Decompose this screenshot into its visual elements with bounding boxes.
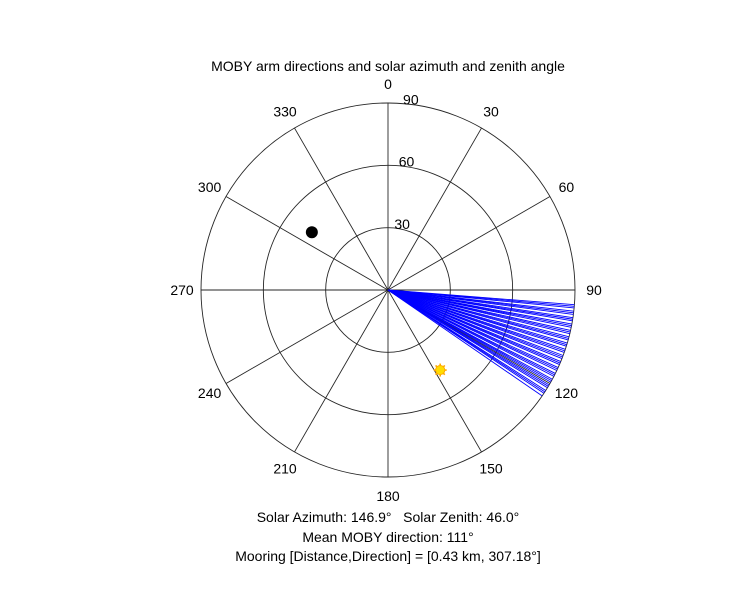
moby-arm-line	[387, 289, 571, 333]
moby-arm-line	[387, 289, 555, 376]
angle-tick-label: 120	[555, 385, 579, 401]
mooring-marker	[305, 226, 318, 239]
radial-tick-label: 90	[403, 91, 419, 107]
moby-arm-line	[387, 289, 575, 307]
mean-moby-direction-text: Mean MOBY direction: 111°	[302, 529, 473, 545]
moby-arm-line	[387, 289, 574, 314]
moby-arm-line	[387, 289, 546, 393]
range-ring	[262, 164, 514, 416]
range-ring	[325, 227, 451, 353]
moby-arm-line	[387, 289, 565, 352]
radial-tick-label: 30	[394, 216, 410, 232]
radial-tick-label: 60	[399, 154, 415, 170]
angle-tick-label: 90	[586, 282, 602, 298]
angle-tick-label: 150	[479, 460, 503, 476]
mooring-info-text: Mooring [Distance,Direction] = [0.43 km,…	[235, 548, 541, 564]
moby-arm-line	[387, 289, 567, 346]
moby-arm-line	[387, 289, 563, 358]
angle-tick-labels: 0 30 60 90 120 150 180 210 240 270 300 330	[170, 76, 602, 504]
sun-marker	[433, 363, 447, 377]
angle-tick-label: 300	[198, 179, 222, 195]
angle-tick-label: 270	[170, 282, 194, 298]
moby-arm-line	[387, 289, 558, 370]
range-ring	[200, 102, 576, 478]
moby-arm-line	[387, 289, 543, 397]
moby-arm-line	[387, 289, 572, 327]
moby-arm-line	[387, 289, 549, 387]
solar-info-text: Solar Azimuth: 146.9° Solar Zenith: 46.0…	[257, 509, 520, 525]
sun-dot	[435, 364, 446, 376]
angle-tick-label: 210	[273, 460, 297, 476]
moby-arm-line	[387, 289, 561, 364]
angle-tick-label: 330	[273, 104, 297, 120]
moby-arm-line	[387, 289, 552, 382]
angle-tick-label: 60	[559, 179, 575, 195]
angle-tick-label: 180	[376, 488, 400, 504]
chart-title: MOBY arm directions and solar azimuth an…	[211, 58, 565, 74]
angle-tick-label: 30	[483, 104, 499, 120]
moby-arm-line	[387, 289, 573, 320]
moby-arm-line	[387, 289, 569, 339]
moby-arm-lines	[387, 289, 575, 397]
markers	[305, 226, 447, 377]
radial-tick-labels: 30 60 90	[394, 91, 418, 231]
angle-tick-label: 240	[198, 385, 222, 401]
angle-tick-label: 0	[384, 76, 392, 92]
